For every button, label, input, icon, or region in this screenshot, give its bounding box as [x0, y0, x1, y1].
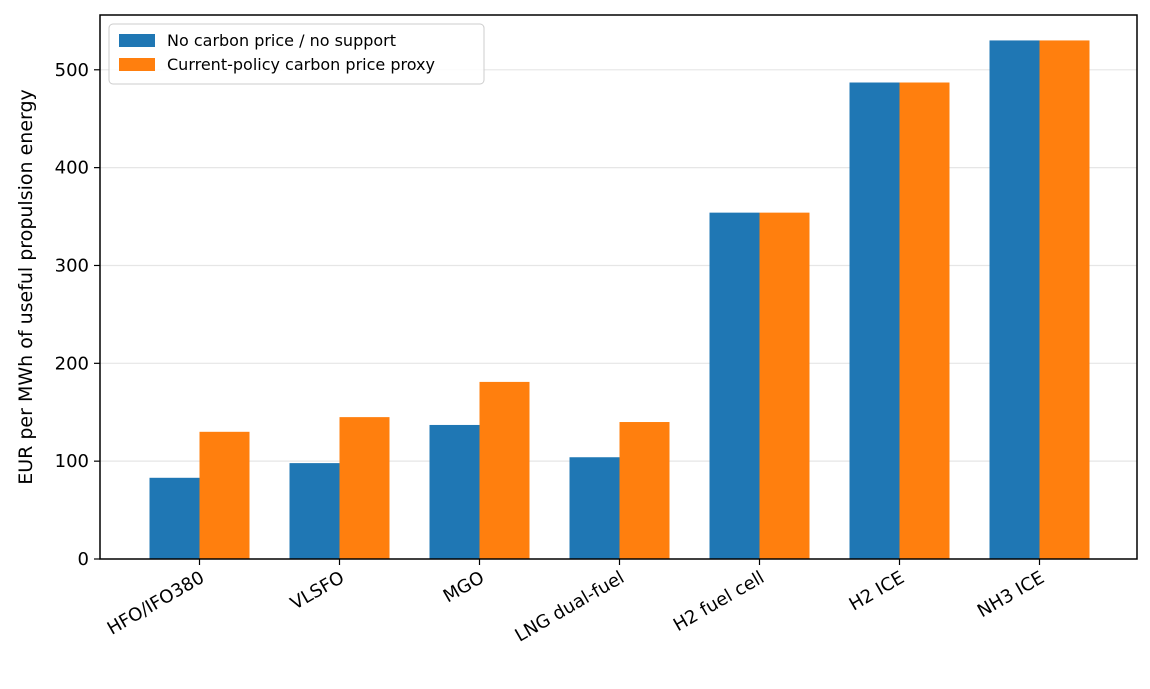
x-tick-label: H2 fuel cell	[670, 567, 768, 636]
legend-entry: No carbon price / no support	[167, 31, 396, 50]
bar-carbon-price-proxy	[1039, 40, 1090, 560]
bar-carbon-price-proxy	[479, 381, 530, 559]
x-axis: HFO/IFO380 VLSFO MGO LNG dual-fuel H2 fuel c…	[104, 559, 1048, 647]
legend-swatch	[119, 58, 155, 71]
y-tick-label: 500	[55, 60, 89, 81]
bar-carbon-price-proxy	[199, 431, 250, 559]
bar-no-carbon-price	[709, 212, 760, 559]
bars	[149, 40, 1090, 560]
x-tick-label: NH3 ICE	[974, 567, 1048, 622]
bar-no-carbon-price	[569, 457, 620, 559]
x-tick-label: VLSFO	[287, 567, 348, 614]
legend-entry: Current-policy carbon price proxy	[167, 55, 435, 74]
x-tick-label: LNG dual-fuel	[512, 567, 628, 646]
y-tick-label: 0	[78, 549, 89, 570]
y-axis-label: EUR per MWh of useful propulsion energy	[15, 89, 37, 485]
x-tick-label: MGO	[440, 567, 488, 607]
y-axis: 0 100 200 300 400 500	[55, 60, 100, 570]
bar-carbon-price-proxy	[339, 417, 390, 559]
y-tick-label: 300	[55, 255, 89, 276]
y-tick-label: 400	[55, 158, 89, 179]
plot-frame	[99, 14, 1138, 560]
x-tick-label: HFO/IFO380	[104, 567, 208, 639]
legend-box	[108, 23, 485, 85]
bar-carbon-price-proxy	[619, 422, 670, 559]
legend-swatch	[119, 34, 155, 47]
y-tick-label: 200	[55, 353, 89, 374]
legend: No carbon price / no support Current-poli…	[108, 23, 485, 85]
gridlines	[100, 69, 1137, 462]
bar-no-carbon-price	[989, 40, 1040, 560]
bar-no-carbon-price	[289, 463, 340, 559]
y-tick-label: 100	[55, 451, 89, 472]
bar-no-carbon-price	[149, 477, 200, 559]
bar-carbon-price-proxy	[899, 82, 950, 559]
bar-no-carbon-price	[849, 82, 900, 559]
bar-carbon-price-proxy	[759, 212, 810, 559]
x-tick-label: H2 ICE	[846, 567, 908, 615]
bar-no-carbon-price	[429, 424, 480, 559]
